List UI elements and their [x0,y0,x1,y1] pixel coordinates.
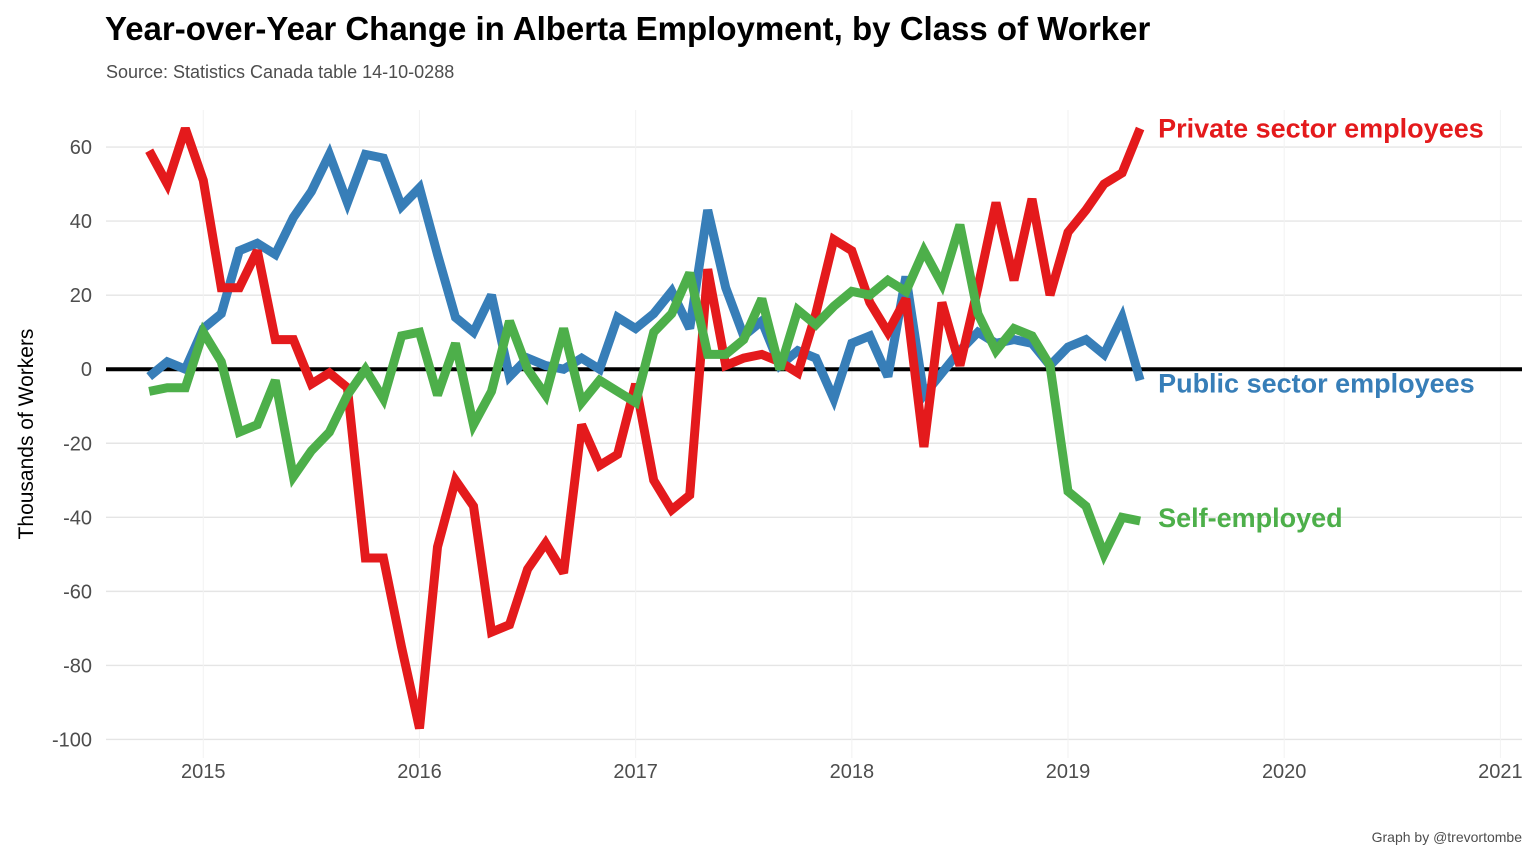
x-tick-label: 2018 [830,761,875,783]
y-tick-label: -100 [52,729,92,751]
y-tick-label: 40 [70,211,92,233]
y-tick-label: 0 [81,359,92,381]
series-line-self-employed [148,223,1142,566]
y-tick-label: -20 [63,433,92,455]
x-tick-label: 2015 [181,761,226,783]
y-axis-title: Thousands of Workers [15,329,38,540]
y-tick-label: -60 [63,581,92,603]
y-tick-label: 60 [70,137,92,159]
y-tick-label: -40 [63,507,92,529]
graph-credit: Graph by @trevortombe [1371,829,1522,845]
series-end-label: Self-employed [1158,503,1343,533]
x-tick-label: 2016 [397,761,442,783]
y-tick-label: 20 [70,285,92,307]
series-end-label: Private sector employees [1158,114,1484,144]
y-tick-label: -80 [63,655,92,677]
x-tick-label: 2020 [1262,761,1307,783]
chart-title: Year-over-Year Change in Alberta Employm… [105,10,1151,47]
chart-subtitle: Source: Statistics Canada table 14-10-02… [106,62,455,82]
x-tick-label: 2019 [1046,761,1091,783]
x-tick-label: 2021 [1478,761,1523,783]
series-end-label: Public sector employees [1158,368,1475,398]
x-tick-label: 2017 [613,761,658,783]
series-line-public-sector-employees [146,142,1145,412]
